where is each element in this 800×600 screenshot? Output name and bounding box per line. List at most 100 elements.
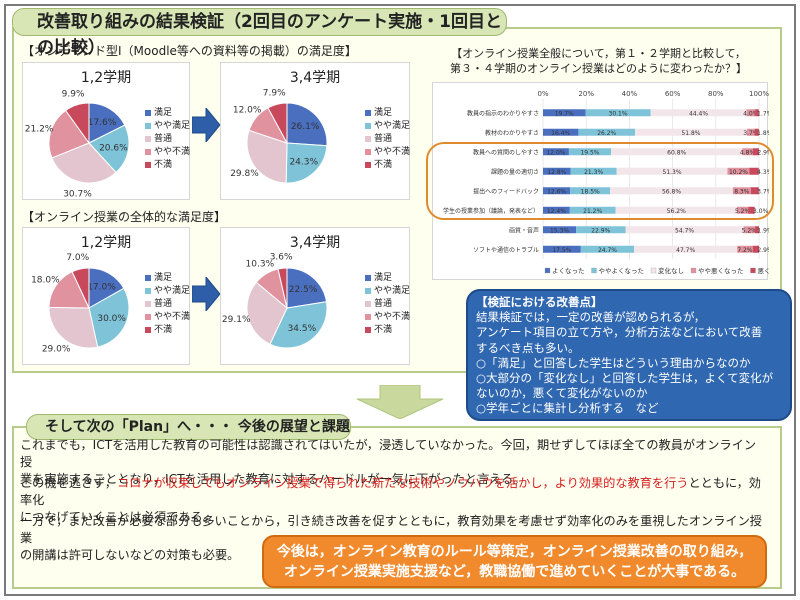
pie-slice-label: 26.1% bbox=[291, 122, 320, 132]
legend-item: やや不満 bbox=[365, 146, 410, 159]
pie-slice bbox=[277, 267, 288, 309]
bar-segment bbox=[610, 187, 733, 195]
bar-value-label: 17.5% bbox=[552, 247, 571, 254]
legend-swatch bbox=[365, 287, 371, 294]
paragraph-caution: 一方で，まだ改善が必要な部分も多いことから，引き続き改善を促すとともに，教育効果… bbox=[20, 514, 762, 562]
pie-slice-label: 22.5% bbox=[289, 285, 318, 295]
bar-value-label: 4.3% bbox=[757, 169, 769, 176]
stacked-bar-chart: 0% 20% 40% 60% 80% 100% 教員の指示のわかりやすさ 19.7% 30.1%… bbox=[432, 82, 790, 280]
bar-segment bbox=[746, 109, 756, 117]
right-arrow-icon bbox=[192, 108, 220, 142]
bar-segment bbox=[543, 128, 579, 136]
bar-value-label: 19.7% bbox=[555, 110, 574, 117]
bar-segment bbox=[736, 206, 749, 214]
bar-value-label: 24.7% bbox=[598, 247, 617, 254]
pie-slice bbox=[269, 301, 328, 349]
pie-legend: 満足 やや満足 普通 やや不満 不満 bbox=[365, 107, 410, 172]
bar-segment bbox=[543, 226, 577, 234]
legend-label: やや満足 bbox=[374, 286, 411, 296]
legend-item: 普通 bbox=[145, 133, 190, 146]
legend-swatch bbox=[365, 313, 371, 320]
bar-value-label: 1.7% bbox=[757, 110, 769, 117]
pie-slice bbox=[48, 306, 99, 349]
bar-value-label: 3.7% bbox=[743, 130, 759, 137]
legend-item: 普通 bbox=[365, 298, 410, 311]
bar-value-label: 60.8% bbox=[667, 149, 686, 156]
legend-swatch bbox=[145, 300, 151, 307]
bar-segment bbox=[752, 148, 759, 156]
pie-slice-label: 7.9% bbox=[263, 89, 286, 99]
bar-value-label: 7.2% bbox=[737, 247, 753, 254]
bar-segment bbox=[754, 128, 759, 136]
legend-label: 普通 bbox=[154, 134, 173, 144]
legend-swatch bbox=[145, 287, 151, 294]
pie-legend: 満足 やや満足 普通 やや不満 不満 bbox=[145, 272, 190, 337]
legend-item: 満足 bbox=[365, 107, 410, 120]
bar-segment bbox=[585, 109, 651, 117]
bar-segment bbox=[615, 206, 737, 214]
pie-svg: 17.6% 20.6% 30.7% 21.2% 9.9% bbox=[25, 89, 130, 199]
legend-label: やや不満 bbox=[154, 147, 191, 157]
bar-value-label: 12.0% bbox=[546, 149, 565, 156]
bar-segment bbox=[650, 109, 747, 117]
legend-item: 不満 bbox=[145, 324, 190, 337]
legend-item: やや満足 bbox=[365, 285, 410, 298]
legend-item: やや不満 bbox=[365, 311, 410, 324]
legend-label: 満足 bbox=[154, 273, 173, 283]
pie-slice bbox=[88, 124, 130, 174]
bar-value-label: 51.8% bbox=[681, 130, 700, 137]
pie-svg: 26.1% 24.3% 29.8% 12.0%7.9% bbox=[230, 89, 328, 184]
pie-slice-label: 24.3% bbox=[289, 157, 318, 167]
bar-segment bbox=[752, 245, 759, 253]
pie-slice-label: 20.6% bbox=[99, 143, 128, 153]
bar-chart-question: 【オンライン授業全般について，第１・２学期と比較して， 第３・４学期のオンライン… bbox=[450, 47, 747, 75]
section-label-overall: 【オンライン授業の全体的な満足度】 bbox=[22, 210, 227, 224]
legend-swatch bbox=[544, 267, 551, 274]
improvement-line: ○大部分の「変化なし」と回答した学生は，よくて変化が bbox=[476, 371, 774, 386]
bar-value-label: 54.7% bbox=[675, 227, 694, 234]
paragraph-ict: これまでも，ICTを活用した教育の可能性は認識されてはいたが，浸透していなかった… bbox=[20, 438, 757, 486]
legend-swatch bbox=[145, 326, 151, 333]
pie-slice-label: 29.1% bbox=[222, 315, 251, 325]
bar-segment bbox=[569, 206, 616, 214]
bar-segment bbox=[750, 187, 759, 195]
x-tick-label: 0% bbox=[537, 90, 548, 98]
pie-slice bbox=[88, 102, 126, 144]
pie-slice bbox=[64, 102, 90, 145]
legend-label: 不満 bbox=[374, 325, 393, 335]
legend-swatch bbox=[145, 274, 151, 281]
pie-slice-label: 30.0% bbox=[97, 314, 126, 324]
pie-slice-label: 34.5% bbox=[288, 324, 317, 334]
pie-slice bbox=[71, 267, 90, 309]
conclusion-box: 今後は，オンライン教育のルール等策定，オンライン授業改善の取り組み， オンライン… bbox=[262, 535, 767, 588]
legend-label: 普通 bbox=[374, 299, 393, 309]
bar-segment bbox=[570, 187, 611, 195]
bar-value-label: 56.8% bbox=[662, 188, 681, 195]
pie-slice bbox=[48, 271, 90, 309]
bar-value-label: 51.3% bbox=[663, 169, 682, 176]
bar-value-label: 15.3% bbox=[550, 227, 569, 234]
pie-slice-label: 21.2% bbox=[25, 124, 54, 134]
legend-label: 満足 bbox=[374, 273, 393, 283]
bar-value-label: 19.5% bbox=[580, 149, 599, 156]
category-label: 課題の量の適切さ bbox=[491, 168, 539, 176]
legend-swatch bbox=[365, 326, 371, 333]
pie-svg: 22.5% 34.5% 29.1% 10.3%3.6% bbox=[222, 252, 328, 349]
legend-swatch bbox=[145, 161, 151, 168]
pie-slice bbox=[88, 267, 125, 309]
legend-label: 変化なし bbox=[658, 266, 684, 275]
bar-segment bbox=[749, 167, 759, 175]
bar-value-label: 12.4% bbox=[547, 208, 566, 215]
legend-swatch bbox=[145, 313, 151, 320]
legend-swatch bbox=[365, 135, 371, 142]
improvement-line: するべき点も多い。 bbox=[476, 340, 580, 355]
bar-value-label: 5.2% bbox=[735, 208, 751, 215]
improvement-line: 結果検証では，一定の改善が認められるが， bbox=[476, 310, 706, 325]
bar-segment bbox=[543, 206, 570, 214]
pie-slice-label: 17.0% bbox=[87, 283, 116, 293]
bar-segment bbox=[743, 226, 755, 234]
bar-segment bbox=[635, 128, 747, 136]
bar-value-label: 3.7% bbox=[757, 188, 769, 195]
bar-value-label: 2.9% bbox=[757, 247, 769, 254]
legend-swatch bbox=[145, 148, 151, 155]
